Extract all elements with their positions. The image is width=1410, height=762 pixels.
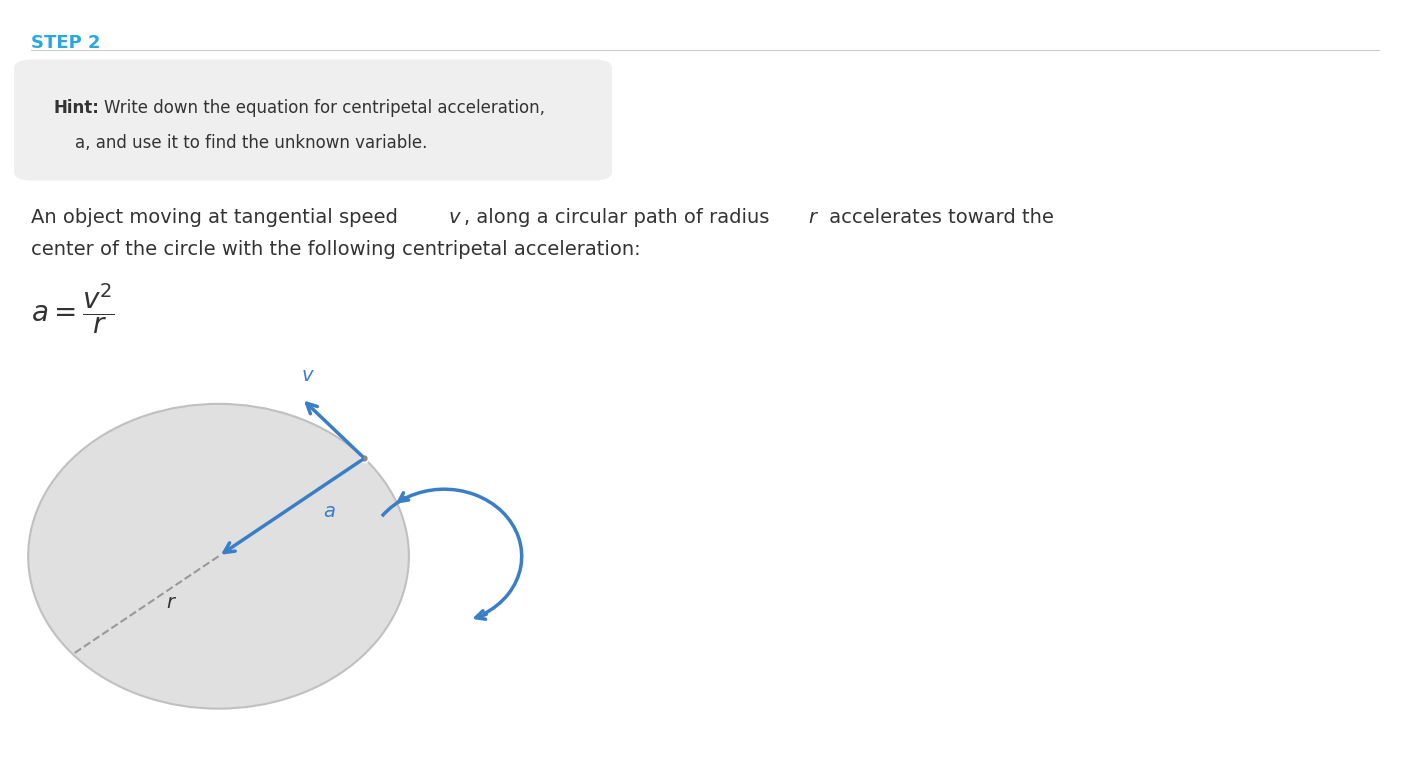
Text: $a$: $a$ — [323, 501, 336, 520]
Text: An object moving at tangential speed: An object moving at tangential speed — [31, 208, 405, 226]
Text: , along a circular path of radius: , along a circular path of radius — [464, 208, 776, 226]
Text: $v$: $v$ — [300, 366, 314, 385]
Text: accelerates toward the: accelerates toward the — [823, 208, 1055, 226]
Text: Write down the equation for centripetal acceleration,: Write down the equation for centripetal … — [104, 99, 546, 117]
Text: v: v — [448, 208, 460, 226]
Text: $a = \dfrac{v^2}{r}$: $a = \dfrac{v^2}{r}$ — [31, 281, 116, 336]
Text: STEP 2: STEP 2 — [31, 34, 100, 53]
FancyBboxPatch shape — [14, 59, 612, 181]
Ellipse shape — [28, 404, 409, 709]
Text: $r$: $r$ — [165, 594, 176, 613]
Text: Hint:: Hint: — [54, 99, 100, 117]
Text: center of the circle with the following centripetal acceleration:: center of the circle with the following … — [31, 241, 640, 259]
Text: r: r — [808, 208, 816, 226]
Text: a, and use it to find the unknown variable.: a, and use it to find the unknown variab… — [54, 134, 427, 152]
